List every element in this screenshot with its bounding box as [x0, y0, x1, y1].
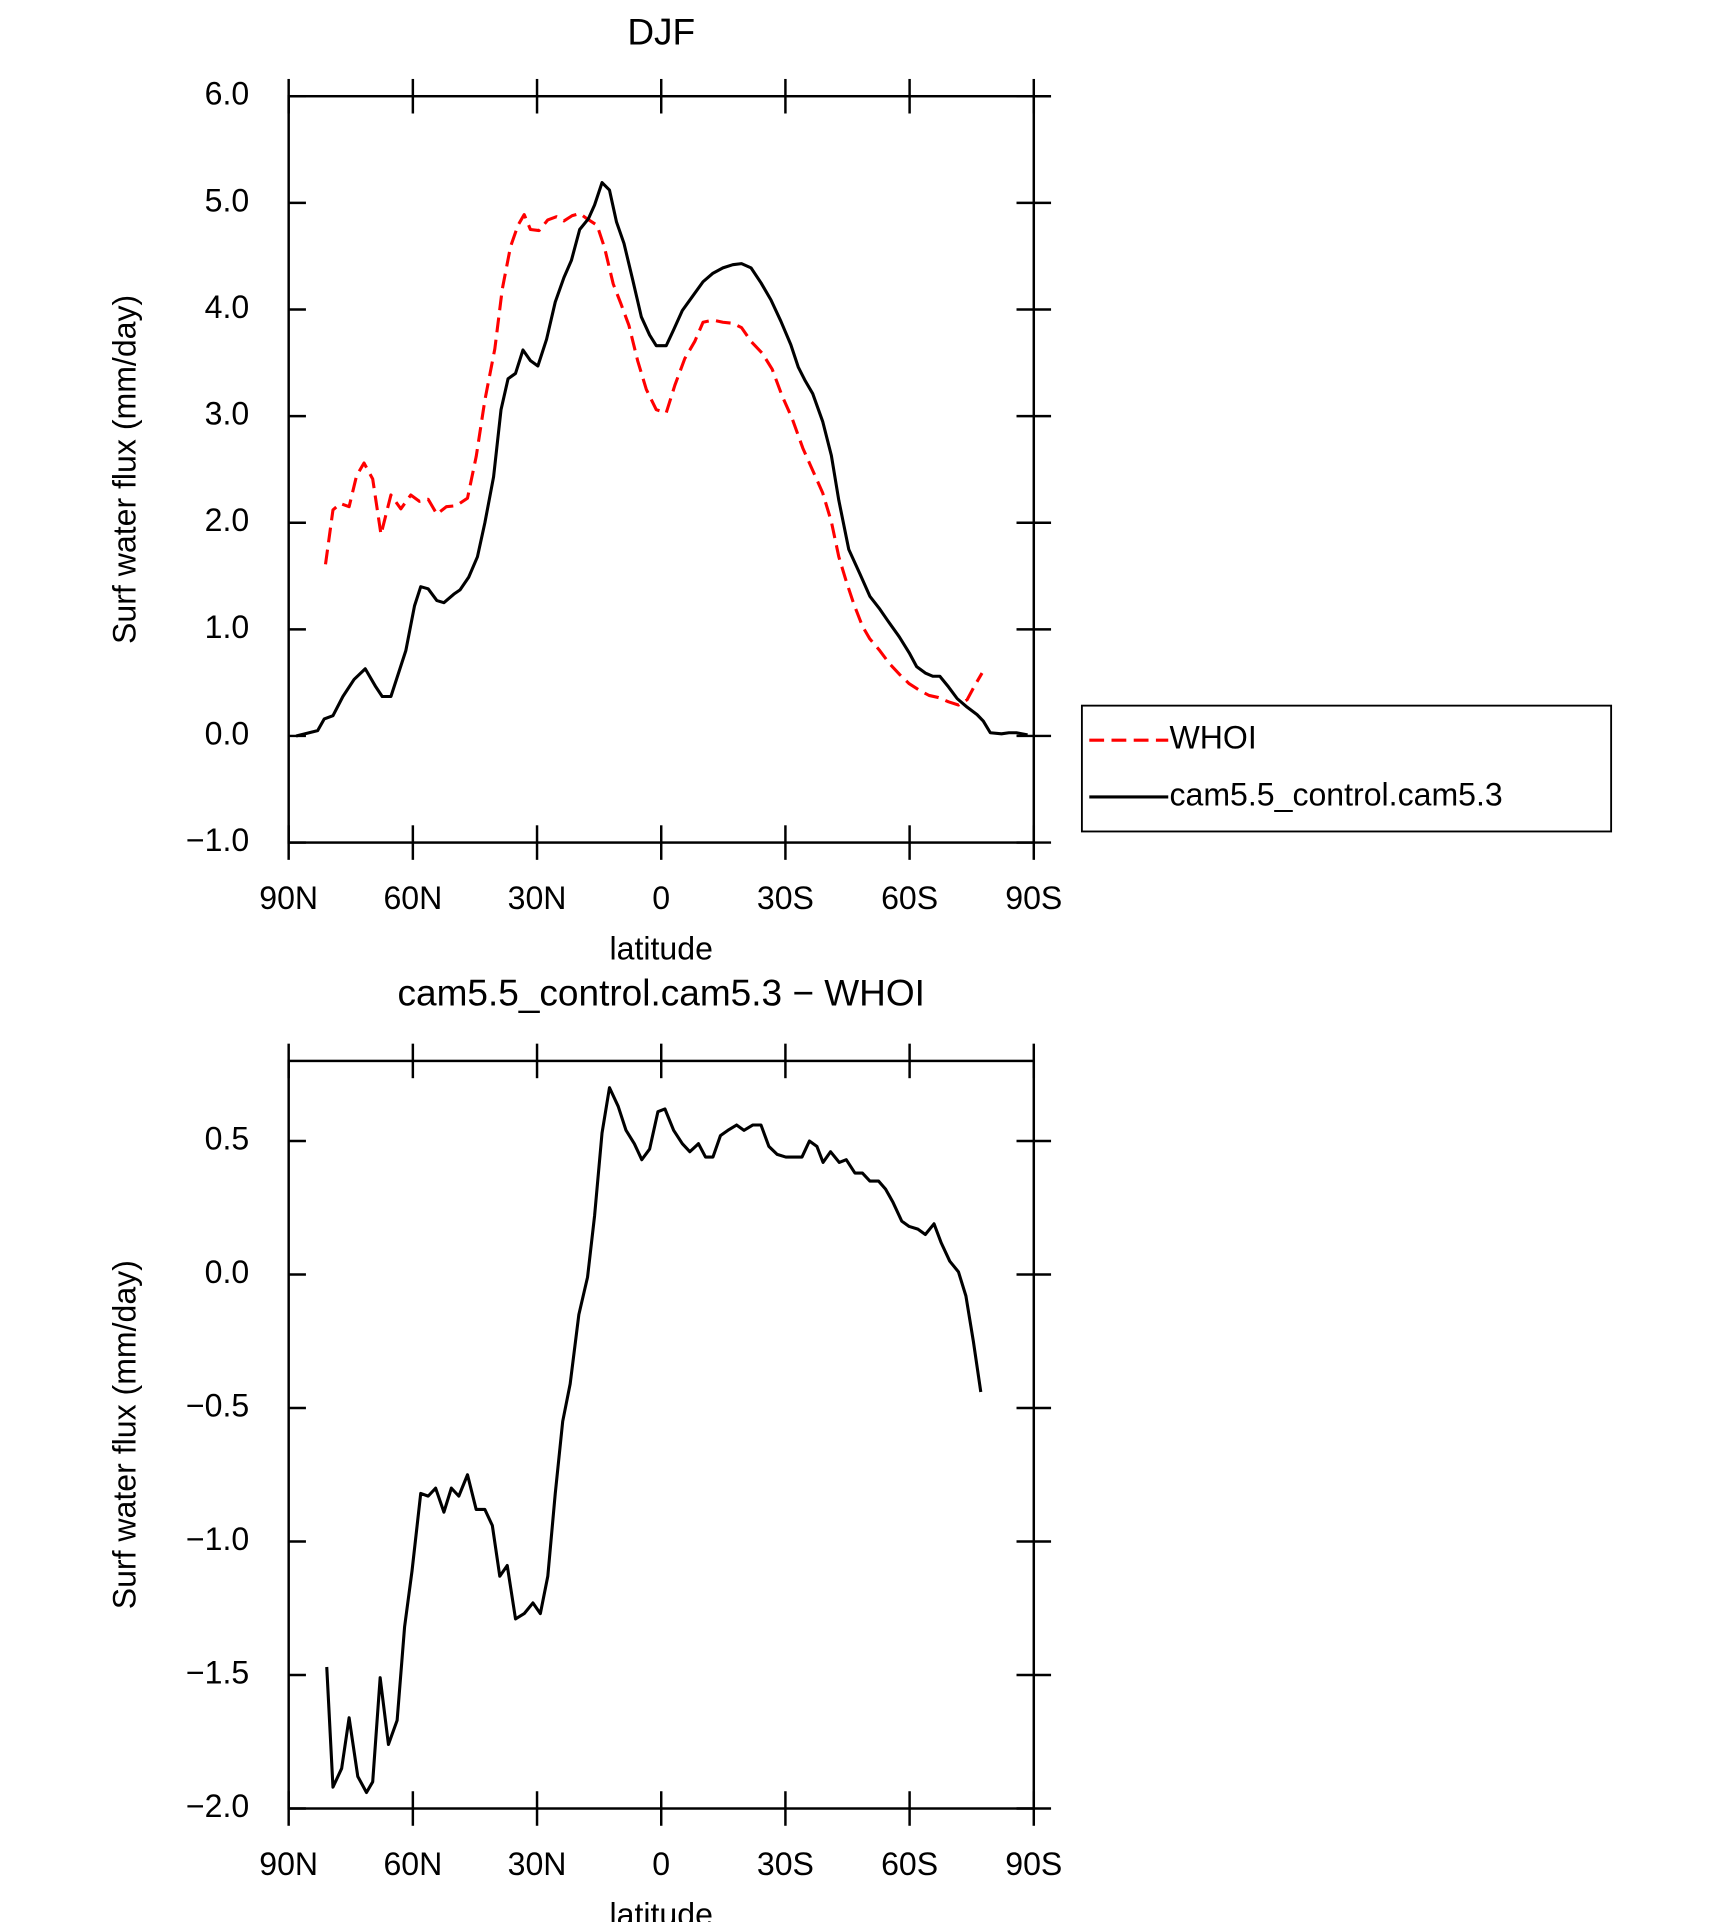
- y-tick-label: −1.0: [186, 1521, 249, 1557]
- legend-label: cam5.5_control.cam5.3: [1169, 776, 1502, 812]
- y-tick-label: 4.0: [205, 289, 250, 325]
- x-tick-label: 60S: [881, 880, 938, 916]
- plot-frame: [287, 94, 1036, 844]
- x-tick-label: 0: [652, 880, 670, 916]
- x-tick-label: 90S: [1005, 880, 1062, 916]
- chart-title: DJF: [627, 11, 695, 52]
- data-line: [323, 211, 984, 707]
- x-tick-label: 90S: [1005, 1846, 1062, 1882]
- x-tick-label: 90N: [259, 1846, 318, 1882]
- y-tick-label: 0.0: [205, 1254, 250, 1290]
- x-tick-label: 90N: [259, 880, 318, 916]
- chart-title: cam5.5_control.cam5.3 − WHOI: [398, 972, 925, 1013]
- y-tick-label: −0.5: [186, 1387, 249, 1423]
- x-tick-label: 60N: [383, 880, 442, 916]
- x-tick-label: 30N: [508, 1846, 567, 1882]
- x-tick-label: 30S: [757, 880, 814, 916]
- x-tick-label: 60S: [881, 1846, 938, 1882]
- y-axis-label: Surf water flux (mm/day): [107, 1260, 143, 1609]
- data-line: [295, 181, 1028, 738]
- y-axis-label: Surf water flux (mm/day): [107, 295, 143, 644]
- x-tick-label: 60N: [383, 1846, 442, 1882]
- y-tick-label: −1.0: [186, 822, 249, 858]
- y-tick-label: 0.0: [205, 715, 250, 751]
- legend-label: WHOI: [1169, 720, 1256, 756]
- y-tick-label: −1.5: [186, 1654, 249, 1690]
- x-tick-label: 30S: [757, 1846, 814, 1882]
- y-tick-label: −2.0: [186, 1788, 249, 1824]
- x-tick-label: 0: [652, 1846, 670, 1882]
- y-tick-label: 2.0: [205, 502, 250, 538]
- y-tick-label: 3.0: [205, 396, 250, 432]
- y-tick-label: 1.0: [205, 609, 250, 645]
- y-tick-label: 5.0: [205, 182, 250, 218]
- x-axis-label: latitude: [610, 1897, 713, 1922]
- data-line: [325, 1086, 983, 1795]
- x-axis-label: latitude: [610, 931, 713, 967]
- y-tick-label: 0.5: [205, 1120, 250, 1156]
- y-tick-label: 6.0: [205, 76, 250, 112]
- legend-box: [1080, 704, 1613, 833]
- x-tick-label: 30N: [508, 880, 567, 916]
